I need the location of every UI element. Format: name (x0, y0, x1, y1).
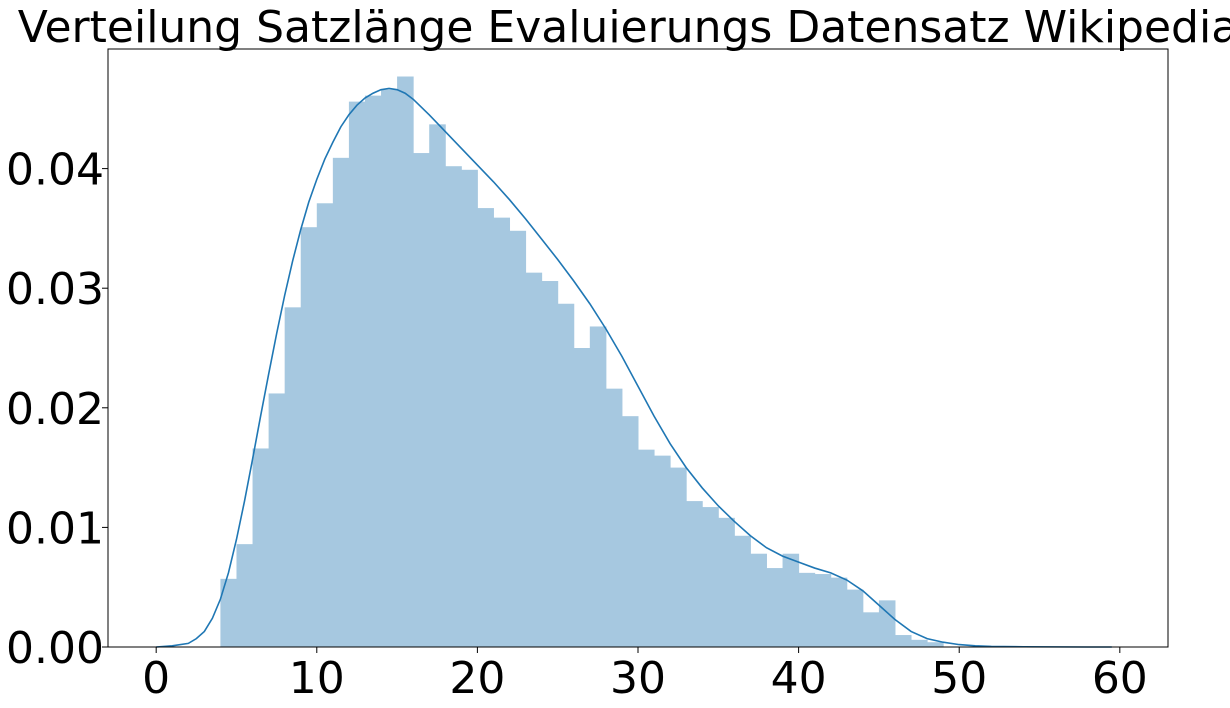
histogram-bar (268, 393, 286, 647)
histogram-bar (830, 577, 848, 647)
histogram-bar (894, 635, 912, 647)
histogram-bar (397, 76, 414, 647)
x-tick-label: 0 (142, 653, 170, 703)
y-tick-label: 0.04 (6, 145, 104, 196)
x-axis-ticks: 0 10 20 30 40 50 60 (142, 647, 1148, 704)
y-tick-label: 0.02 (6, 384, 104, 435)
histogram-bar (252, 448, 270, 647)
histogram-bar (927, 642, 944, 647)
y-tick-label: 0.01 (6, 503, 104, 554)
histogram-bar (300, 227, 318, 647)
histogram-bar (798, 572, 816, 647)
histogram-bar (509, 230, 527, 648)
histogram-bar (413, 153, 430, 648)
histogram-bar (461, 169, 478, 648)
histogram-bar (589, 326, 607, 647)
histogram-bar (878, 600, 896, 647)
histogram-bar (654, 455, 671, 647)
histogram-bar (541, 281, 559, 647)
histogram-bar (814, 574, 832, 647)
x-tick-label: 10 (289, 653, 345, 703)
histogram-bar (718, 517, 735, 647)
histogram-bar (862, 612, 880, 647)
histogram-bar (220, 578, 237, 647)
histogram-bar (236, 544, 254, 647)
histogram-bar (429, 124, 446, 648)
histogram-bar (911, 639, 928, 647)
histogram-bar (766, 568, 784, 647)
y-tick-label: 0.00 (6, 623, 104, 674)
histogram-bar (364, 95, 382, 647)
chart-title: Verteilung Satzlänge Evaluierungs Datens… (18, 2, 1230, 53)
x-tick-label: 50 (931, 653, 987, 703)
histogram-bar (686, 501, 703, 647)
y-axis-ticks: 0.00 0.01 0.02 0.03 0.04 (6, 145, 108, 674)
histogram-bar (348, 101, 366, 648)
histogram-bar (621, 416, 639, 647)
histogram-bar (477, 208, 494, 647)
histogram-bar (670, 467, 687, 647)
x-tick-label: 20 (449, 653, 505, 703)
kde-curve-layer (156, 87, 1112, 648)
histogram-bar (493, 217, 511, 647)
x-tick-label: 30 (610, 653, 666, 703)
histogram-bar (638, 449, 655, 647)
histogram-bar (573, 348, 591, 647)
histogram-bar (316, 203, 334, 647)
histogram-bar (734, 535, 751, 647)
histogram-bar (445, 166, 462, 647)
histogram-bar (284, 307, 302, 647)
histogram-bar (702, 507, 719, 647)
kde-curve (156, 87, 1112, 648)
histogram-bar (846, 589, 864, 647)
histogram-bar (525, 272, 543, 647)
histogram-bar (381, 89, 398, 647)
histogram-bar (557, 303, 575, 647)
x-tick-label: 60 (1092, 653, 1148, 703)
histogram-bar (332, 157, 350, 647)
histogram-bar (605, 388, 623, 647)
x-tick-label: 40 (771, 653, 827, 703)
histogram-bar (782, 553, 800, 647)
y-tick-label: 0.03 (6, 264, 104, 315)
histogram-bar (750, 553, 767, 647)
histogram-bars (220, 76, 944, 648)
